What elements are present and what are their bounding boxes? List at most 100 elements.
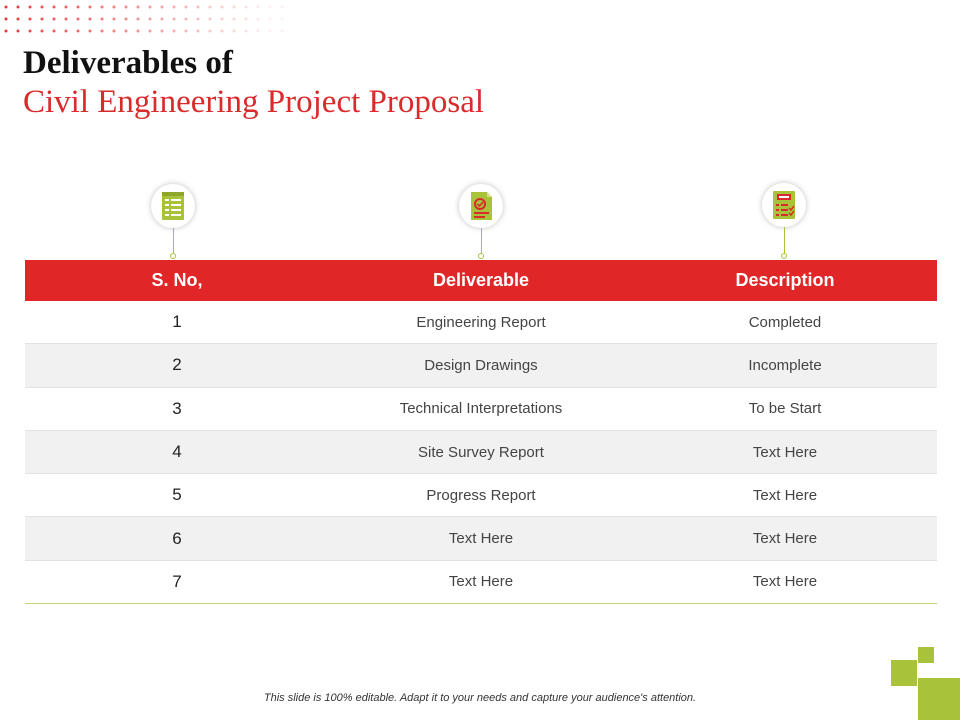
decor-dot: [64, 17, 68, 21]
decor-dot: [124, 29, 128, 33]
connector-line: [173, 228, 174, 254]
decor-dot: [4, 17, 8, 21]
table-row: 7 Text Here Text Here: [25, 561, 937, 605]
decor-dot: [196, 29, 200, 33]
row-description: Text Here: [752, 573, 818, 591]
connector-line: [784, 227, 785, 254]
decor-dot: [172, 29, 176, 33]
row-number: 4: [172, 442, 182, 462]
decor-dot: [4, 29, 8, 33]
table-row: 6 Text Here Text Here: [25, 517, 937, 561]
row-deliverable: Engineering Report: [416, 313, 546, 331]
header-deliverable: Deliverable: [432, 270, 530, 290]
decor-dot: [28, 29, 32, 33]
row-number: 3: [172, 398, 182, 418]
decor-dot: [28, 5, 32, 9]
decor-dot: [52, 17, 56, 21]
decor-dot: [100, 5, 104, 9]
decor-dot: [112, 5, 116, 9]
header-s-no: S. No,: [151, 270, 203, 290]
drawing-document-icon: [459, 184, 503, 228]
decor-dot: [172, 17, 176, 21]
decor-dot: [52, 5, 56, 9]
row-deliverable: Technical Interpretations: [399, 400, 563, 418]
row-number: 2: [172, 355, 182, 375]
decor-dot: [88, 29, 92, 33]
row-number: 7: [172, 571, 182, 591]
row-number: 6: [172, 528, 182, 548]
table-header: S. No, Deliverable Description: [25, 260, 937, 301]
checklist-document-icon: [762, 183, 806, 227]
decor-dot: [268, 5, 272, 9]
decor-dot: [208, 29, 212, 33]
decor-dot: [232, 29, 236, 33]
decor-dot: [4, 5, 8, 9]
decor-dot: [40, 29, 44, 33]
row-description: Text Here: [752, 486, 818, 504]
decor-dot: [280, 17, 284, 21]
decor-dot: [280, 5, 284, 9]
decor-dot: [208, 5, 212, 9]
decor-dot: [124, 5, 128, 9]
decor-dot: [184, 29, 188, 33]
decor-dot: [184, 17, 188, 21]
decor-dot: [172, 5, 176, 9]
decor-dot: [160, 17, 164, 21]
table-row: 1 Engineering Report Completed: [25, 301, 937, 345]
decor-dot: [244, 29, 248, 33]
decor-dot: [112, 29, 116, 33]
page-subtitle: Civil Engineering Project Proposal: [23, 84, 485, 120]
decor-dot: [268, 17, 272, 21]
decor-dot: [64, 29, 68, 33]
decor-square-large: [918, 678, 960, 720]
row-deliverable: Progress Report: [426, 486, 536, 504]
page-title: Deliverables of: [23, 45, 233, 81]
decor-dot: [136, 29, 140, 33]
decor-dot: [28, 17, 32, 21]
decor-dot: [244, 17, 248, 21]
decor-dot: [196, 17, 200, 21]
decor-dot: [160, 29, 164, 33]
decor-dot: [208, 17, 212, 21]
row-description: Text Here: [752, 530, 818, 548]
connector-dot: [478, 253, 484, 259]
decor-dot: [148, 17, 152, 21]
decor-dot: [232, 5, 236, 9]
decor-dot: [244, 5, 248, 9]
decor-dot: [112, 17, 116, 21]
deliverables-table: S. No, Deliverable Description 1 Enginee…: [25, 260, 937, 605]
decor-dot: [100, 29, 104, 33]
decor-dot: [280, 29, 284, 33]
decor-dot: [52, 29, 56, 33]
row-deliverable: Site Survey Report: [418, 443, 544, 461]
decor-dot: [76, 5, 80, 9]
decor-dot: [148, 29, 152, 33]
footer-note: This slide is 100% editable. Adapt it to…: [263, 692, 697, 704]
row-deliverable: Text Here: [448, 573, 514, 591]
decor-dot: [64, 5, 68, 9]
row-description: Completed: [748, 313, 822, 331]
decor-dot: [160, 5, 164, 9]
decor-dot: [16, 29, 20, 33]
decor-dot: [220, 5, 224, 9]
decor-dot: [136, 17, 140, 21]
decor-dot: [40, 17, 44, 21]
row-deliverable: Design Drawings: [424, 356, 538, 374]
decor-dot: [232, 17, 236, 21]
decor-dot: [256, 17, 260, 21]
decor-dot: [76, 17, 80, 21]
decor-dot: [16, 5, 20, 9]
decor-dot: [16, 17, 20, 21]
decor-dot: [148, 5, 152, 9]
decor-dot: [184, 5, 188, 9]
decor-dot: [268, 29, 272, 33]
report-document-icon: [151, 184, 195, 228]
connector-dot: [781, 253, 787, 259]
row-description: To be Start: [748, 400, 822, 418]
table-row: 2 Design Drawings Incomplete: [25, 344, 937, 388]
dot-pattern: [4, 5, 284, 33]
row-description: Incomplete: [748, 356, 822, 374]
decor-dot: [220, 17, 224, 21]
row-number: 1: [172, 312, 182, 332]
decor-dot: [100, 17, 104, 21]
